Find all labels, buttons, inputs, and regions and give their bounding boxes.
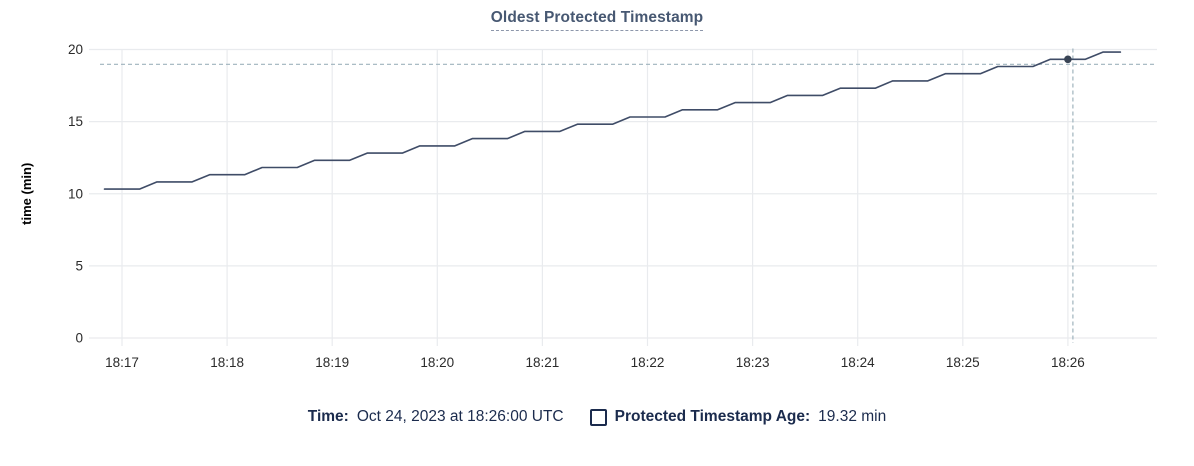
y-tick-label: 5 <box>75 258 83 273</box>
chart-title-row: Oldest Protected Timestamp <box>0 0 1194 31</box>
y-tick-label: 0 <box>75 331 83 346</box>
line-chart-plot-area[interactable]: 0 5 10 15 20 18:17 18:18 18:19 18:20 18:21 18:22 18… <box>0 27 1194 401</box>
hover-time-value: Oct 24, 2023 at 18:26:00 UTC <box>356 408 564 425</box>
x-tick-label: 18:25 <box>946 355 980 370</box>
x-tick-label: 18:22 <box>631 355 665 370</box>
x-tick-label: 18:19 <box>315 355 349 370</box>
x-tick-label: 18:26 <box>1051 355 1085 370</box>
x-tick-label: 18:17 <box>105 355 139 370</box>
series-legend-item[interactable]: Protected Timestamp Age: 19.32 min <box>589 408 887 426</box>
series-name: Protected Timestamp Age: <box>614 408 811 425</box>
y-tick-label: 10 <box>68 186 83 201</box>
series-checkbox-icon[interactable] <box>589 408 607 426</box>
hover-point-dot <box>1064 55 1072 64</box>
metric-chart-card: Oldest Protected Timestamp 0 5 10 15 20 18:17… <box>0 0 1194 426</box>
series-value: 19.32 min <box>818 408 887 425</box>
x-tick-label: 18:18 <box>210 355 244 370</box>
x-tick-label: 18:24 <box>841 355 875 370</box>
series-line <box>103 51 1122 190</box>
hover-legend: Time: Oct 24, 2023 at 18:26:00 UTC Prote… <box>0 408 1194 426</box>
hover-time: Time: Oct 24, 2023 at 18:26:00 UTC <box>308 408 564 426</box>
y-axis-title: time (min) <box>19 163 34 225</box>
hover-time-label: Time: <box>307 408 349 425</box>
chart-title: Oldest Protected Timestamp <box>490 9 704 31</box>
x-tick-label: 18:20 <box>420 355 454 370</box>
x-tick-label: 18:23 <box>736 355 770 370</box>
y-tick-label: 15 <box>68 114 83 129</box>
x-tick-label: 18:21 <box>526 355 560 370</box>
y-tick-label: 20 <box>68 42 83 57</box>
